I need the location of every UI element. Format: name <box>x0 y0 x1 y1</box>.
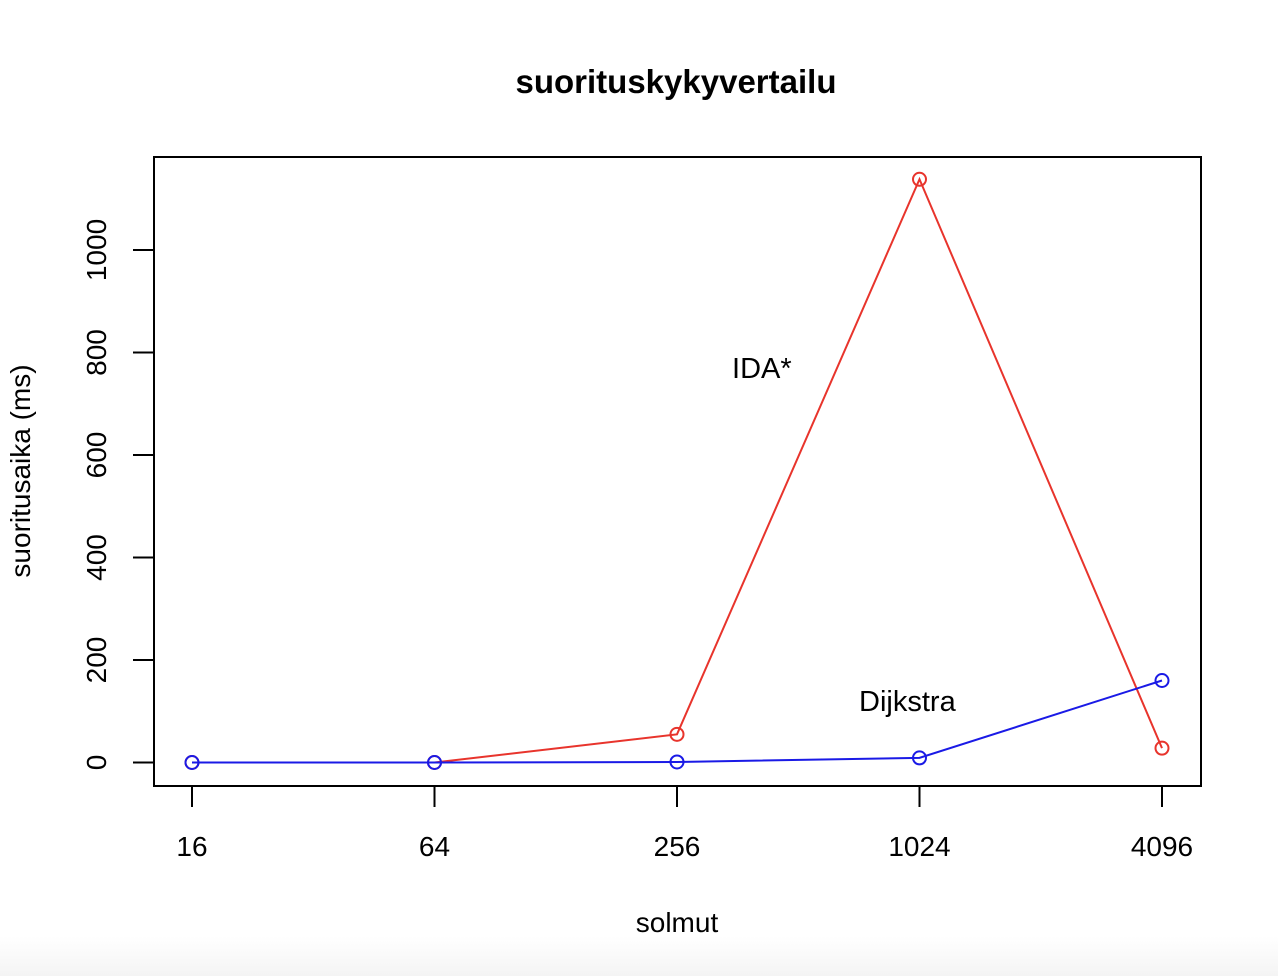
x-axis: 16 64 256 1024 4096 <box>176 785 1193 862</box>
y-tick-label: 800 <box>81 329 112 376</box>
data-point-dijkstra <box>184 755 200 770</box>
x-tick-label: 16 <box>176 831 207 862</box>
y-tick-label: 400 <box>81 534 112 581</box>
data-point-ida <box>1154 740 1170 756</box>
series-annotation: IDA* <box>732 353 792 385</box>
chart-title: suorituskykyvertailu <box>516 63 837 100</box>
y-axis-label: suoritusaika (ms) <box>5 364 36 577</box>
x-tick-label: 64 <box>419 831 450 862</box>
y-tick-label: 0 <box>81 755 112 771</box>
y-tick-label: 600 <box>81 432 112 479</box>
y-tick-label: 1000 <box>81 219 112 281</box>
annotation-layer: IDA* Dijkstra <box>732 353 957 718</box>
series-ida <box>184 171 1170 770</box>
y-tick-label: 200 <box>81 637 112 684</box>
series-annotation: Dijkstra <box>859 686 957 718</box>
series-line-ida <box>192 176 1163 764</box>
x-tick-label: 256 <box>654 831 701 862</box>
series-dijkstra <box>184 673 1170 770</box>
series-layer <box>184 171 1170 770</box>
data-point-dijkstra <box>427 755 442 770</box>
data-point-dijkstra <box>912 750 927 766</box>
data-point-dijkstra <box>1154 673 1170 688</box>
x-tick-label: 4096 <box>1131 831 1193 862</box>
x-tick-label: 1024 <box>888 831 950 862</box>
y-axis: 0 200 400 600 800 1000 <box>81 219 155 771</box>
data-point-ida <box>669 726 685 742</box>
data-point-ida <box>912 171 927 187</box>
series-line-dijkstra <box>192 679 1163 764</box>
window-bottom-edge <box>0 936 1278 976</box>
data-point-dijkstra <box>669 754 685 770</box>
x-axis-label: solmut <box>636 907 719 938</box>
